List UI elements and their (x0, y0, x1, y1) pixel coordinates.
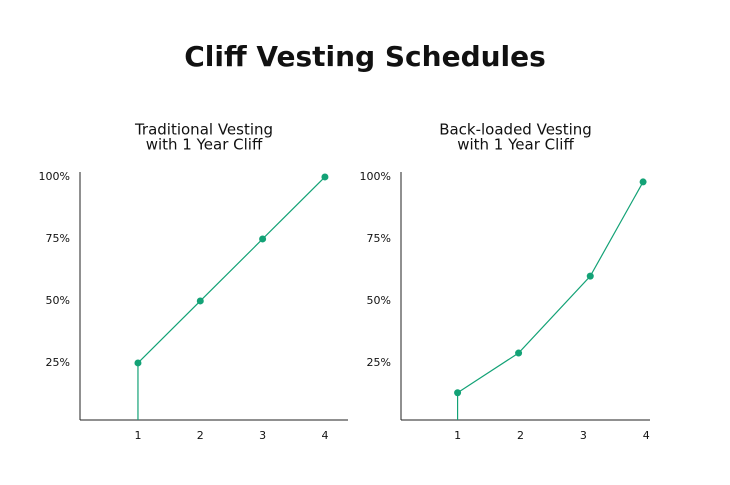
x-tick-label: 3 (259, 429, 266, 442)
chart-title: with 1 Year Cliff (457, 136, 574, 154)
point (454, 389, 462, 397)
x-tick-label: 4 (321, 429, 328, 442)
x-tick-label: 2 (197, 429, 204, 442)
point (639, 178, 647, 186)
y-tick-label: 50% (46, 294, 70, 307)
point (134, 359, 142, 367)
x-tick-label: 4 (643, 429, 650, 442)
y-tick-label: 75% (367, 232, 391, 245)
x-tick-label: 2 (517, 429, 524, 442)
y-tick-label: 75% (46, 232, 70, 245)
chart-title: Traditional Vesting (134, 121, 273, 139)
point (586, 272, 594, 280)
point (259, 235, 267, 243)
y-tick-label: 50% (367, 294, 391, 307)
chart-title: Back-loaded Vesting (439, 121, 592, 139)
line (457, 181, 644, 394)
y-tick-label: 25% (46, 356, 70, 369)
x-tick-label: 1 (454, 429, 461, 442)
line (137, 176, 326, 364)
point (321, 173, 329, 181)
point (196, 297, 204, 305)
point (515, 349, 523, 357)
x-tick-label: 3 (580, 429, 587, 442)
chart-title: with 1 Year Cliff (146, 136, 263, 154)
x-tick-label: 1 (134, 429, 141, 442)
y-tick-label: 100% (360, 170, 391, 183)
page-title: Cliff Vesting Schedules (184, 40, 546, 73)
y-tick-label: 100% (39, 170, 70, 183)
y-tick-label: 25% (367, 356, 391, 369)
